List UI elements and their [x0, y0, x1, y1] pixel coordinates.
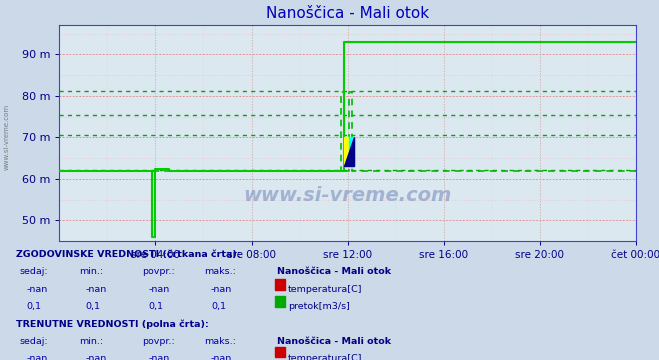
Text: -nan: -nan — [26, 285, 47, 294]
Text: pretok[m3/s]: pretok[m3/s] — [288, 302, 350, 311]
Text: TRENUTNE VREDNOSTI (polna črta):: TRENUTNE VREDNOSTI (polna črta): — [16, 319, 209, 329]
Text: -nan: -nan — [148, 285, 169, 294]
Text: temperatura[C]: temperatura[C] — [288, 354, 362, 360]
Text: povpr.:: povpr.: — [142, 337, 175, 346]
Text: -nan: -nan — [86, 285, 107, 294]
Text: -nan: -nan — [211, 285, 232, 294]
Text: maks.:: maks.: — [204, 337, 236, 346]
Text: povpr.:: povpr.: — [142, 267, 175, 276]
Polygon shape — [344, 138, 354, 166]
Title: Nanoščica - Mali otok: Nanoščica - Mali otok — [266, 6, 429, 21]
Text: sedaj:: sedaj: — [20, 267, 48, 276]
Text: 0,1: 0,1 — [26, 302, 42, 311]
Text: maks.:: maks.: — [204, 267, 236, 276]
Text: -nan: -nan — [148, 354, 169, 360]
Text: -nan: -nan — [211, 354, 232, 360]
Text: ZGODOVINSKE VREDNOSTI (črtkana črta):: ZGODOVINSKE VREDNOSTI (črtkana črta): — [16, 250, 241, 259]
Text: -nan: -nan — [86, 354, 107, 360]
Text: min.:: min.: — [79, 337, 103, 346]
Text: temperatura[C]: temperatura[C] — [288, 285, 362, 294]
Text: www.si-vreme.com: www.si-vreme.com — [3, 104, 10, 170]
Text: 0,1: 0,1 — [148, 302, 163, 311]
Text: -nan: -nan — [26, 354, 47, 360]
Text: Nanoščica - Mali otok: Nanoščica - Mali otok — [277, 267, 391, 276]
Text: www.si-vreme.com: www.si-vreme.com — [243, 186, 452, 205]
Bar — [349, 138, 354, 166]
Text: sedaj:: sedaj: — [20, 337, 48, 346]
Text: min.:: min.: — [79, 267, 103, 276]
Bar — [344, 138, 349, 166]
Text: 0,1: 0,1 — [211, 302, 226, 311]
Text: 0,1: 0,1 — [86, 302, 101, 311]
Text: Nanoščica - Mali otok: Nanoščica - Mali otok — [277, 337, 391, 346]
